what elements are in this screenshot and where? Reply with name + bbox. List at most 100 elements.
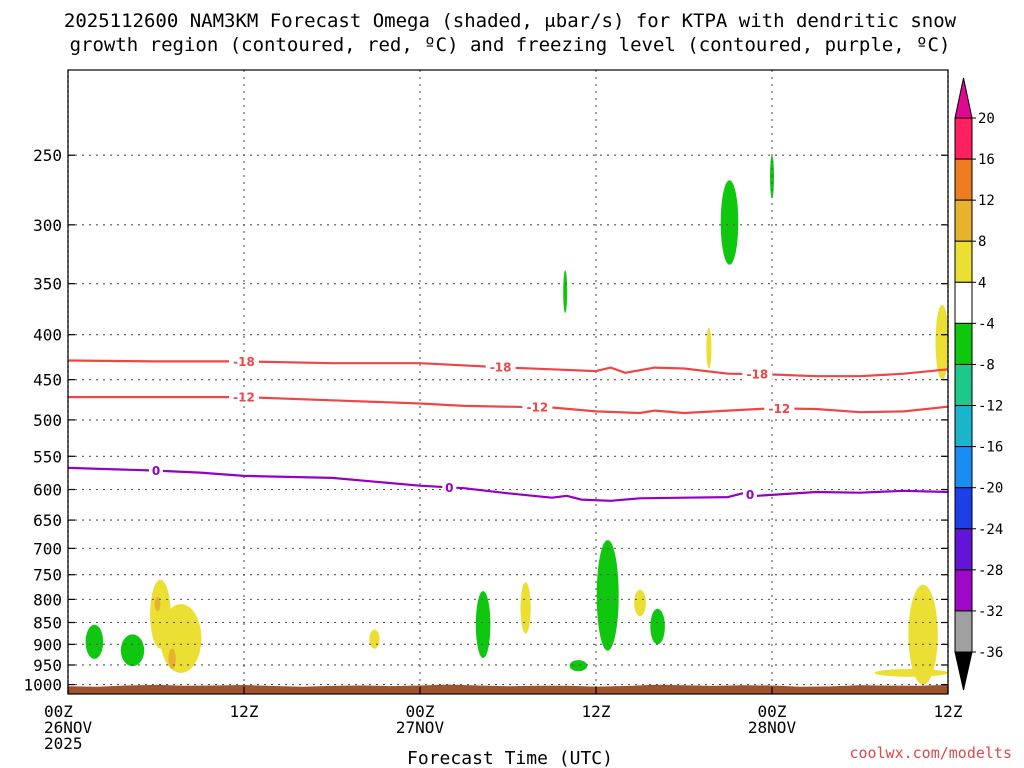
colorbar-swatch-4 [954,281,973,324]
colorbar-swatch-12 [954,610,973,653]
shade-orange-1 [154,596,161,612]
y-tick-label-950: 950 [33,656,62,675]
y-tick-label-900: 900 [33,635,62,654]
colorbar-label-10: -24 [978,522,1003,538]
shade-yellow-5 [634,589,646,617]
contour-label-bg-freezing-level-1 [442,480,457,495]
contour-label-bg-freezing-level-2 [743,487,757,502]
colorbar-label-11: -28 [978,563,1003,579]
shade-yellow-6 [706,327,712,369]
shade-green-4 [563,270,568,314]
shade-green-7 [650,608,665,645]
colorbar-swatch-2 [954,199,973,242]
chart-title: 2025112600 NAM3KM Forecast Omega (shaded… [64,10,957,56]
plot-frame [67,69,949,695]
shade-green-1 [85,624,104,659]
x-tick-label-48-1: 28NOV [748,718,797,737]
contour-dgz-top [67,359,949,378]
colorbar-label-6: -8 [978,357,995,373]
y-tick-label-1000: 1000 [23,676,62,695]
x-tick-label-0-0: 00Z [44,702,73,721]
y-tick-label-550: 550 [33,447,62,466]
colorbar-label-2: 12 [978,193,995,209]
y-tick-label-450: 450 [33,371,62,390]
colorbar-swatch-9 [954,487,973,530]
x-tick-label-0-2: 2025 [44,734,83,753]
y-tick-label-500: 500 [33,411,62,430]
shade-yellow-4 [520,582,531,634]
shade-yellow-7 [908,584,938,685]
y-tick-label-850: 850 [33,614,62,633]
contour-label-bg-dgz-bottom-0 [229,390,259,405]
x-tick-label-48-0: 00Z [758,702,787,721]
contour-label-freezing-level-1: 0 [445,481,453,495]
colorbar-swatch-10 [954,528,973,571]
y-tick-label-400: 400 [33,326,62,345]
contour-label-dgz-top-0: -18 [233,355,255,369]
colorbar-swatch-0 [954,117,973,160]
below-ground-layer [68,684,948,694]
x-tick-label-60-0: 12Z [934,702,963,721]
colorbar-swatch-6 [954,363,973,407]
x-axis-label: Forecast Time (UTC) [407,748,613,768]
chart-title-line-1: 2025112600 NAM3KM Forecast Omega (shaded… [64,10,957,32]
colorbar-bottom-arrow [954,651,973,691]
shade-green-8 [720,180,739,265]
y-tick-label-300: 300 [33,216,62,235]
contour-layer: -18 -18 -18 -12 -12 -12 0 0 0 [67,354,949,502]
shade-orange-2 [168,648,176,669]
colorbar-label-0: 20 [978,111,995,127]
y-tick-label-600: 600 [33,481,62,500]
contour-label-freezing-level-0: 0 [152,464,160,478]
colorbar-label-8: -16 [978,440,1003,456]
colorbar-label-9: -20 [978,481,1003,497]
shade-yellow-3 [369,629,380,649]
contour-label-bg-freezing-level-0 [149,463,163,478]
omega-colorbar: 20 16 12 8 4 -4 -8 -12 -16 -20 -24 -28 -32 -36 [954,77,1003,691]
contour-label-dgz-bottom-1: -12 [526,401,548,415]
colorbar-swatch-11 [954,569,973,612]
colorbar-label-5: -4 [978,316,995,332]
contour-label-bg-dgz-bottom-1 [522,400,553,415]
contour-label-freezing-level-2: 0 [746,488,754,502]
colorbar-swatch-1 [954,158,973,201]
omega-shading-layer [85,155,949,685]
x-tick-label-0-1: 26NOV [44,718,93,737]
contour-label-bg-dgz-top-2 [742,367,773,382]
colorbar-swatch-8 [954,446,973,489]
x-tick-label-36-0: 12Z [582,702,611,721]
shade-yellow-8 [874,669,948,677]
colorbar-swatch-7 [954,405,973,448]
colorbar-top-arrow [954,77,973,119]
y-tick-label-350: 350 [33,275,62,294]
shade-yellow-2 [160,604,202,673]
shade-green-3 [475,591,491,659]
y-tick-label-750: 750 [33,566,62,585]
colorbar-swatch-5 [954,322,973,365]
shade-yellow-9 [935,304,949,380]
pressure-axis: 250 300 350 400 450 500 550 600 650 700 750 800 850 9… [23,146,948,695]
colorbar-label-7: -12 [978,399,1003,415]
colorbar-swatch-3 [954,240,973,283]
site-credit[interactable]: coolwx.com/modelts [849,744,1012,762]
x-tick-label-12-0: 12Z [230,702,259,721]
contour-label-bg-dgz-top-0 [229,354,259,369]
contour-label-dgz-bottom-0: -12 [233,391,255,405]
colorbar-label-13: -36 [978,645,1003,661]
colorbar-label-4: 4 [978,275,986,291]
x-tick-label-24-1: 27NOV [396,718,445,737]
y-tick-label-800: 800 [33,590,62,609]
colorbar-label-3: 8 [978,234,986,250]
contour-label-bg-dgz-top-1 [485,360,516,375]
contour-label-dgz-bottom-2: -12 [768,402,790,416]
contour-label-dgz-top-2: -18 [746,368,768,382]
contour-label-bg-dgz-bottom-2 [764,401,795,416]
below-ground [68,684,948,694]
contour-dgz-bottom [68,396,949,415]
y-tick-label-700: 700 [33,539,62,558]
shade-green-2 [120,634,145,667]
contour-freezing-level [67,466,949,502]
shade-green-5 [569,660,588,672]
colorbar-label-12: -32 [978,604,1003,620]
